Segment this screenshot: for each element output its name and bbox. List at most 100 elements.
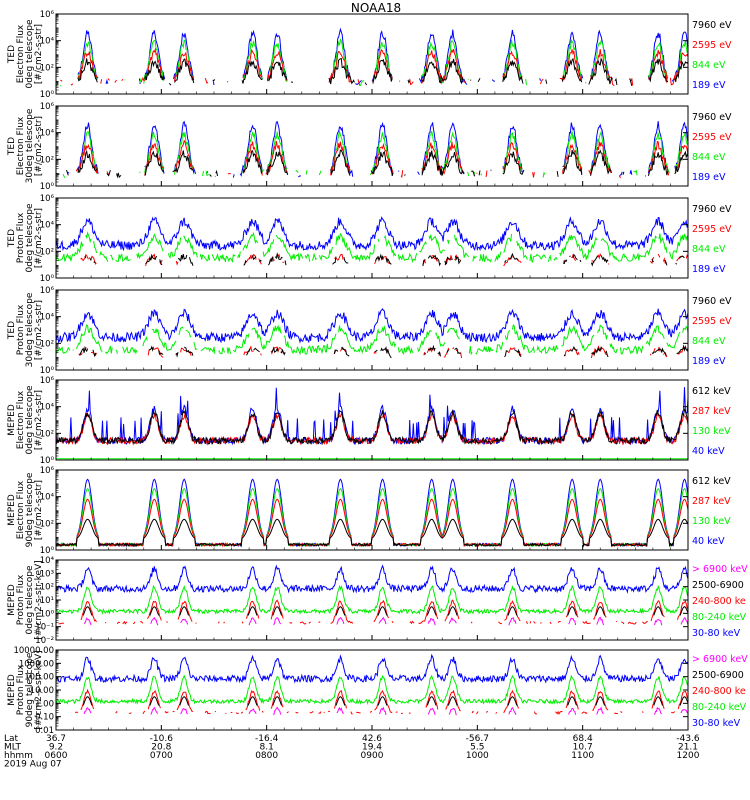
y-tick-label: 10⁴ [40,129,55,139]
legend-entry: 80-240 keV [692,702,747,713]
series-7960-ev [77,57,689,87]
y-tick-label: 10⁶ [40,10,55,20]
y-tick-label: 10⁰ [40,90,55,100]
x-tick-label: 0900 [361,751,384,761]
legend-entry: 80-240 keV [692,612,747,623]
legend-entry: 130 keV [692,426,731,437]
legend-entry: 2595 eV [692,316,732,327]
series-287-kev [55,498,689,548]
x-tick-label: -43.6 [676,734,700,744]
legend-entry: 7960 eV [692,112,732,123]
series-189-ev [67,120,689,178]
y-axis-label-line: 90deg telescope [25,472,35,547]
x-tick-label: 68.4 [573,734,593,744]
panel-7: 10⁻² 10⁻¹ 10⁰ 10¹ 10² 10³ 10⁴ MEPED Proton Flux 0… [7,556,748,646]
y-axis-label-line: Proton Flux [16,574,26,625]
x-row-label: Lat [4,734,19,744]
series-240-800-ke [58,599,689,625]
y-tick-label: 10⁴ [40,313,55,323]
y-axis-label-line: [#/cm2-s-str-keV] [34,650,44,729]
y-tick-label: 10⁰ [40,274,55,284]
series-80-240-kev [55,674,689,706]
legend-entry: 7960 eV [692,204,732,215]
y-tick-label: 10⁶ [40,376,55,386]
y-tick-label: 10² [40,519,54,529]
date-label: 2019 Aug 07 [4,760,62,770]
x-tick-label: 19.4 [362,743,382,753]
y-axis-label-line: [#/cm2-s-str] [34,390,44,450]
x-tick-label: -16.4 [255,734,279,744]
x-tick-label: 9.2 [49,743,63,753]
series-189-ev [55,308,689,344]
legend-entry: 189 eV [692,172,726,183]
legend-entry: 7960 eV [692,296,732,307]
y-axis-label-line: 0deg telescope [25,19,35,89]
y-axis-label-line: Electron Flux [16,480,26,539]
legend-entry: 2500-6900 [692,670,744,681]
panel-3: 10⁰ 10² 10⁴ 10⁶ TED Proton Flux 0deg telescope… [7,194,732,284]
x-tick-label: 10.7 [573,743,593,753]
y-tick-label: 10² [40,247,54,257]
y-tick-label: 10⁶ [40,466,55,476]
panel-8: 0.01 0.10 1.00 10.00 100.00 1000.00 10000.00 ME… [7,646,748,736]
legend-entry: 2595 eV [692,224,732,235]
legend-entry: 40 keV [692,446,725,457]
y-tick-label: 10⁻¹ [35,623,54,633]
legend-entry: 612 keV [692,476,731,487]
y-tick-label: 10⁰ [40,456,55,466]
y-tick-label: 10² [40,429,54,439]
panel-2: 10⁰ 10² 10⁴ 10⁶ TED Electron Flux 30deg telesc… [7,102,732,192]
y-axis-label-line: 30deg telescope [25,292,35,367]
y-axis-label-line: [#/cm2-s-str] [34,24,44,84]
y-axis-label-line: TED [7,229,17,248]
x-tick-label: 36.7 [46,734,66,744]
x-tick-label: 5.5 [470,743,484,753]
series-2595-ev [60,47,689,87]
y-axis-label-line: Electron Flux [16,390,26,449]
x-tick-label: -10.6 [150,734,174,744]
series-2500-6900 [82,696,689,706]
y-tick-label: 10⁴ [40,556,55,566]
legend-entry: 844 eV [692,336,726,347]
legend-entry: 30-80 keV [692,718,741,729]
y-axis-label-line: 0deg telescope [25,385,35,455]
series--6900-kev [83,616,689,626]
x-row-label: MLT [4,743,22,753]
y-axis-label-line: Proton Flux [16,212,26,263]
legend-entry: 7960 eV [692,20,732,31]
series-612-kev [55,518,689,548]
y-tick-label: 10⁴ [40,403,55,413]
y-axis-label-line: 0deg telescope [25,203,35,273]
x-tick-label: 0700 [150,751,173,761]
y-tick-label: 10³ [40,569,54,579]
y-tick-label: 10² [40,583,54,593]
y-tick-label: 10² [40,339,54,349]
y-axis-label-line: [#/cm2-s-str-keV] [34,560,44,639]
x-tick-label: 0600 [45,751,68,761]
series-189-ev [55,216,689,252]
x-tick-label: 20.8 [151,743,171,753]
x-row-label: hhmm [4,751,33,761]
y-tick-label: 10⁶ [40,194,55,204]
y-tick-label: 10² [40,63,54,73]
series-80-240-kev [55,584,689,615]
series-7960-ev [79,344,689,359]
y-tick-label: 10⁴ [40,37,55,47]
y-tick-label: 10¹ [40,596,54,606]
series-240-800-ke [75,688,689,716]
x-tick-label: 42.6 [362,734,382,744]
y-tick-label: 100.00 [24,673,54,683]
x-tick-label: 8.1 [260,743,274,753]
panel-1: 10⁰ 10² 10⁴ 10⁶ TED Electron Flux 0deg telesco… [7,10,732,100]
series-844-ev [55,324,689,356]
series-2595-ev [75,139,689,179]
legend-entry: > 6900 keV [692,564,748,575]
series-844-ev [55,230,689,264]
y-axis-label-line: MEPED [7,494,17,526]
y-axis-label-line: 30deg telescope [25,108,35,183]
legend-entry: 2500-6900 [692,580,744,591]
panel-4: 10⁰ 10² 10⁴ 10⁶ TED Proton Flux 30deg telescop… [7,286,732,376]
series-2500-6900 [82,606,689,616]
